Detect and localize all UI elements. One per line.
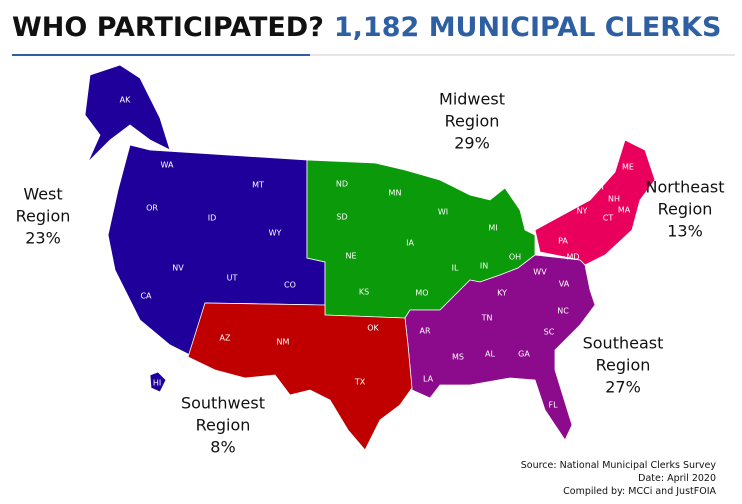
state-label: SC [544,328,555,337]
region-share: 27% [605,378,641,397]
state-label: UT [227,274,238,283]
state-label: ME [622,163,634,172]
state-label: AR [419,327,430,336]
state-label: SD [336,213,347,222]
state-label: NY [577,207,588,216]
region-share: 13% [667,222,703,241]
state-label: MD [566,253,579,262]
region-label: Region [596,356,651,375]
title-highlight: 1,182 MUNICIPAL CLERKS [334,12,722,43]
state-label: WV [533,268,547,277]
state-label: LA [423,375,434,384]
region-label: Northeast [645,178,724,197]
labels: AK HI WA OR CA ID NV MT WY UT CO West Region 23% ND SD N… [16,90,725,498]
state-label: MA [618,206,631,215]
state-label: NM [277,338,290,347]
state-label: AZ [220,334,231,343]
state-label: FL [548,401,558,410]
state-label: IA [406,239,414,248]
state-label: WI [438,208,448,217]
region-share: 29% [454,134,490,153]
region-label: Southeast [583,334,664,353]
region-label: Southwest [181,394,265,413]
state-label: HI [153,379,161,388]
state-label: AK [120,96,131,105]
state-label: OK [367,324,379,333]
region-label: Midwest [439,90,505,109]
state-label: GA [518,350,530,359]
state-label: KS [359,288,369,297]
state-label: PA [558,237,568,246]
title-main: WHO PARTICIPATED? [12,12,324,43]
state-label: TX [354,378,366,387]
state-label: MO [415,289,428,298]
region-label: Region [196,416,251,435]
region-label: Region [658,200,713,219]
state-label: WY [269,229,282,238]
source-line: Source: National Municipal Clerks Survey [521,460,717,471]
state-label: TN [481,314,493,323]
state-label: WA [161,161,174,170]
state-label: AL [485,350,495,359]
state-label: VA [559,280,570,289]
state-label: MT [252,181,264,190]
region-share: 23% [25,229,61,248]
state-label: KY [497,289,507,298]
source-line: Compiled by: MCCi and JustFOIA [563,486,716,497]
state-label: OR [146,204,158,213]
state-label: MI [488,224,497,233]
state-label: NE [345,252,356,261]
source-line: Date: April 2020 [638,473,716,484]
region-share: 8% [210,438,235,457]
region-label: West [23,185,62,204]
region-label: Region [16,207,71,226]
state-label: NC [557,307,569,316]
state-label: IL [452,264,459,273]
region-shape [534,139,656,266]
state-label: ND [336,180,348,189]
state-label: MS [452,353,464,362]
state-label: OH [509,253,521,262]
state-label: IN [480,262,488,271]
state-label: CA [140,292,152,301]
region-shape [187,302,413,451]
state-label: NH [608,195,620,204]
state-label: CO [284,281,296,290]
map [84,64,656,451]
title: WHO PARTICIPATED? 1,182 MUNICIPAL CLERKS [12,12,721,43]
region-shape [149,371,167,393]
region-shape [84,64,171,163]
state-label: NV [172,264,184,273]
state-label: VT [595,183,605,192]
region-shape [404,254,596,441]
state-label: ID [208,214,217,223]
state-label: MN [389,189,402,198]
region-label: Region [445,112,500,131]
state-label: CT [603,214,614,223]
